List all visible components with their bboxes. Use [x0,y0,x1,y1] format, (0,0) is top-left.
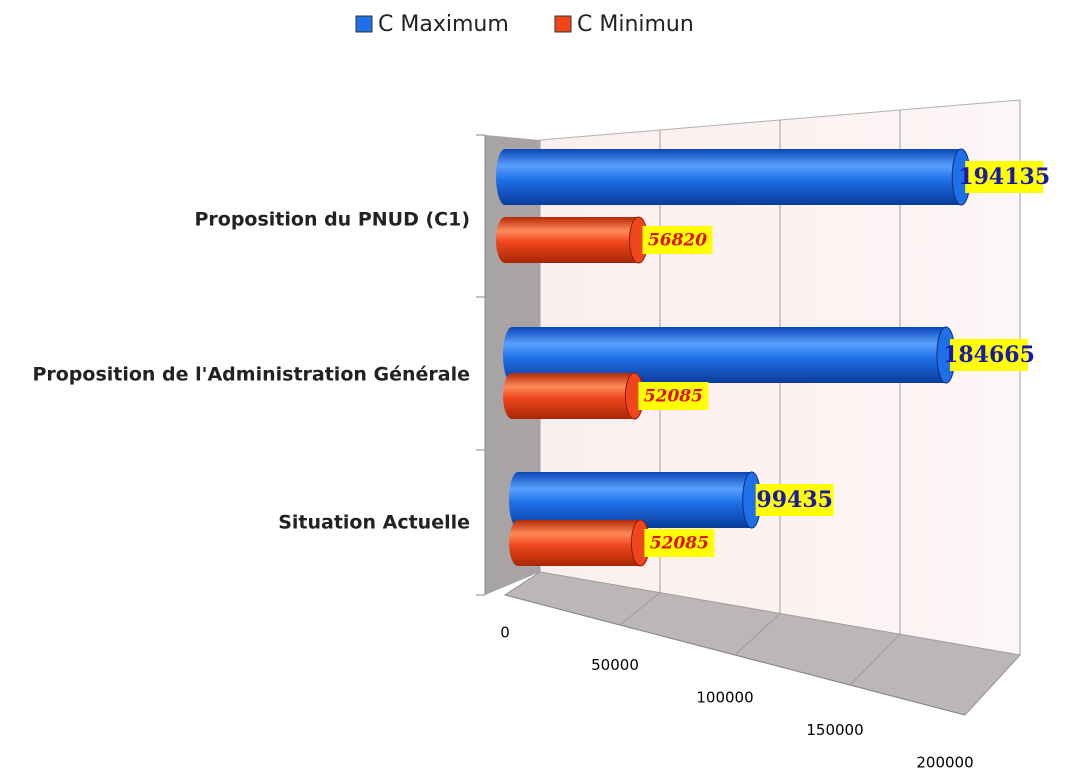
category-label: Proposition du PNUD (C1) [194,209,470,231]
cylinder-start [496,217,514,263]
cylinder-bar [503,372,644,420]
cylinder-body [512,373,635,419]
cylinder-bar [496,148,971,206]
cylinder-body [505,149,962,205]
cylinder-start [509,520,527,566]
cylinder-body [518,520,641,566]
value-label: 99435 [756,487,833,513]
value-label-box [644,529,715,557]
value-label-box [755,484,834,516]
legend-swatch [355,15,373,33]
x-tick-label: 0 [500,624,510,642]
value-label-box [638,382,709,410]
floor-grid-line [849,633,901,686]
category-label: Situation Actuelle [278,512,470,534]
legend-label: C Maximum [378,12,509,37]
cylinder-start [503,327,521,383]
value-label-box [965,161,1044,193]
x-tick-label: 50000 [591,656,639,674]
cylinder-body [505,217,639,263]
value-label-box [949,339,1028,371]
cylinder-bar [509,519,650,567]
floor-grid-line [964,654,1021,716]
legend-label: C Minimun [577,12,694,37]
value-label: 52085 [650,534,709,554]
floor-grid-line [734,613,781,656]
legend-swatch [554,15,572,33]
value-label: 184665 [943,342,1035,368]
value-label: 56820 [648,231,707,251]
cylinder-body [518,472,752,528]
category-label: Proposition de l'Administration Générale [32,364,470,386]
cylinder-start [509,472,527,528]
cylinder-start [503,373,521,419]
cylinder-start [496,149,514,205]
cylinder-bar [509,471,762,529]
floor-grid-line [504,571,541,596]
x-tick-label: 200000 [916,754,973,772]
value-label: 194135 [958,164,1050,190]
cylinder-bar [496,216,649,264]
floor-grid-line [619,592,661,626]
x-tick-label: 150000 [806,721,863,739]
value-label: 52085 [644,387,703,407]
x-tick-label: 100000 [696,689,753,707]
value-label-box [642,226,713,254]
